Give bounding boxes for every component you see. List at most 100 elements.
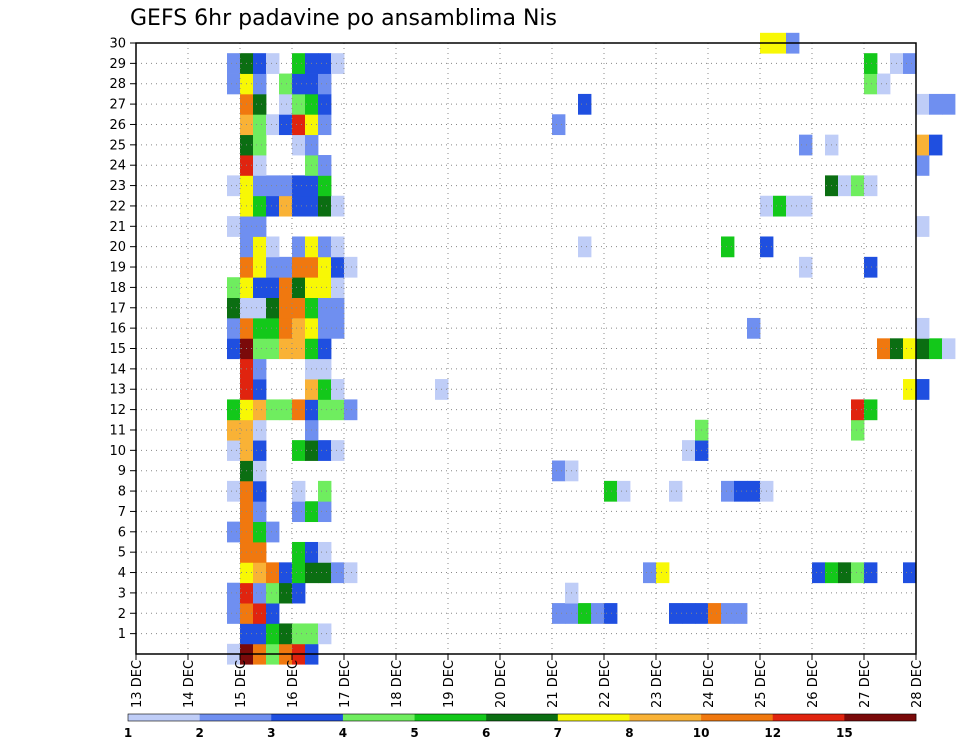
heatmap-cell [227,480,241,502]
heatmap-cell [331,53,345,74]
heatmap-cell [604,480,618,502]
y-tick-label: 28 [109,77,126,92]
heatmap-cell [851,175,865,197]
heatmap-cell [916,379,930,400]
y-tick-label: 20 [109,240,126,255]
heatmap-cell [292,297,306,319]
heatmap-cell [864,175,878,197]
heatmap-cell [292,562,306,584]
heatmap-cell [253,175,267,197]
x-axis: 13 DEC 14 DEC 15 DEC 16 DEC 17 DEC 18 DEC 19 D… [130,654,925,708]
colorbar-label: 2 [195,726,203,740]
heatmap-cell [292,338,306,360]
heatmap-cell [851,419,865,441]
heatmap-cell [318,195,332,217]
heatmap-cell [877,338,891,360]
heatmap-cell [292,317,306,339]
colorbar-label: 7 [554,726,562,740]
heatmap-cell [253,93,267,115]
heatmap-cell [253,155,267,176]
heatmap-cell [292,399,306,421]
colorbar-label: 6 [482,726,490,740]
x-tick-label: 25 DEC [754,660,769,708]
heatmap-cell [708,603,722,624]
heatmap-cell [318,338,332,360]
y-tick-label: 27 [109,98,126,113]
heatmap-cell [864,53,878,74]
heatmap-cell [279,195,293,217]
heatmap-cell [253,379,267,400]
heatmap-cell [292,501,306,523]
heatmap-cell [864,399,878,421]
heatmap-cell [227,521,241,543]
heatmap-cell [227,277,241,298]
heatmap-cell [318,562,332,584]
heatmap-cell [279,73,293,95]
heatmap-cell [552,460,566,482]
heatmap-cell [682,440,696,461]
heatmap-cell [227,399,241,421]
heatmap-cell [266,603,280,624]
heatmap-cell [279,317,293,339]
heatmap-cell [253,541,267,563]
heatmap-cell [643,562,657,584]
heatmap-cell [331,277,345,298]
heatmap-cell [266,277,280,298]
heatmap-cell [773,195,787,217]
heatmap-cell [617,480,631,502]
heatmap-cell [929,338,943,360]
colorbar-label: 8 [625,726,633,740]
heatmap-cell [903,379,917,400]
x-tick-label: 20 DEC [494,660,509,708]
heatmap-cell [279,623,293,645]
heatmap-cell [916,93,930,115]
heatmap-cell [253,216,267,237]
heatmap-cell [253,338,267,360]
x-tick-label: 14 DEC [182,660,197,708]
x-tick-label: 21 DEC [546,660,561,708]
heatmap-cell [812,562,826,584]
colorbar-swatch [199,714,272,721]
heatmap-cell [292,623,306,645]
heatmap-cell [929,93,943,115]
heatmap-cell [292,541,306,563]
y-tick-label: 7 [118,505,126,520]
colorbar-swatch [772,714,845,721]
heatmap-cell [734,603,748,624]
heatmap-cell [253,358,267,380]
heatmap-cell [318,175,332,197]
heatmap-cell [591,603,605,624]
colorbar-label: 15 [836,726,853,740]
heatmap-cell [227,53,241,74]
heatmap-cell [266,297,280,319]
heatmap-cell [838,562,852,584]
colorbar-label: 5 [410,726,418,740]
heatmap-cell [227,582,241,604]
heatmap-cell [331,440,345,461]
heatmap-cell [266,53,280,74]
heatmap-cell [331,297,345,319]
heatmap-cell [253,73,267,95]
colorbar-swatch [557,714,630,721]
y-tick-label: 19 [109,261,126,276]
colorbar: 1 2 3 4 5 6 7 8 10 12 15 [124,713,917,740]
heatmap-cell [929,134,943,156]
heatmap-cell [292,582,306,604]
heatmap-cell [318,297,332,319]
heatmap-cell [292,480,306,502]
colorbar-label: 1 [124,726,132,740]
heatmap-cell [253,114,267,136]
y-tick-label: 29 [109,57,126,72]
heatmap-cell [318,236,332,258]
y-tick-label: 22 [109,199,126,214]
y-axis: 1234567891011121314151617181920212223242… [109,37,136,642]
colorbar-swatch [271,714,344,721]
heatmap-cell [318,399,332,421]
heatmap-cell [318,93,332,115]
heatmap-cell [669,603,683,624]
heatmap-cell [903,338,917,360]
y-tick-label: 10 [109,444,126,459]
heatmap-cell [266,317,280,339]
y-tick-label: 30 [109,37,126,52]
heatmap-cell [292,134,306,156]
